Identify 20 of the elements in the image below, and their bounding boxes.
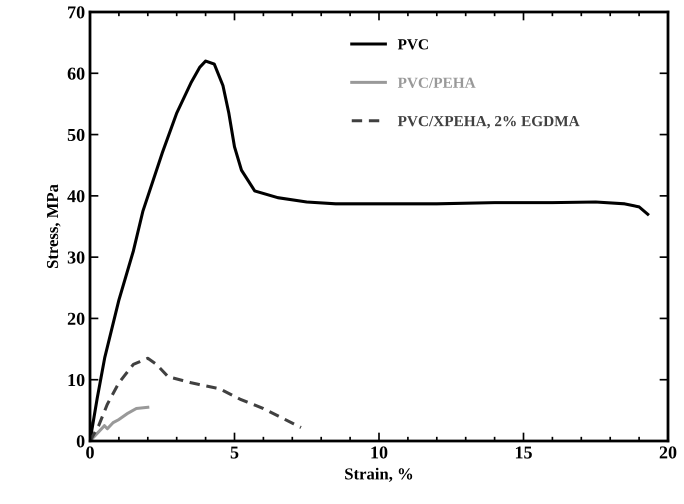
legend-label: PVC/PEHA [398,78,476,88]
x-tick-label: 5 [230,446,238,459]
x-tick-label: 15 [516,446,532,459]
line-series [90,356,302,441]
x-axis-title: Strain, % [345,468,412,482]
x-tick-label: 20 [660,446,676,459]
y-tick-label: 60 [68,68,84,80]
x-tick-label: 0 [86,446,94,459]
y-tick-label: 0 [76,435,84,448]
y-tick-label: 20 [68,312,84,325]
legend-label: PVC/XPEHA, 2% EGDMA [398,116,580,128]
y-tick-label: 10 [68,374,84,386]
x-tick-label: 10 [371,446,388,459]
y-tick-label: 70 [68,6,84,18]
y-axis-title: Stress, MPa [46,184,61,268]
line-series [90,406,150,441]
y-tick-label: 30 [68,251,84,264]
y-tick-label: 50 [68,128,84,142]
legend-label: PVC [398,39,428,50]
y-tick-label: 40 [67,190,84,202]
